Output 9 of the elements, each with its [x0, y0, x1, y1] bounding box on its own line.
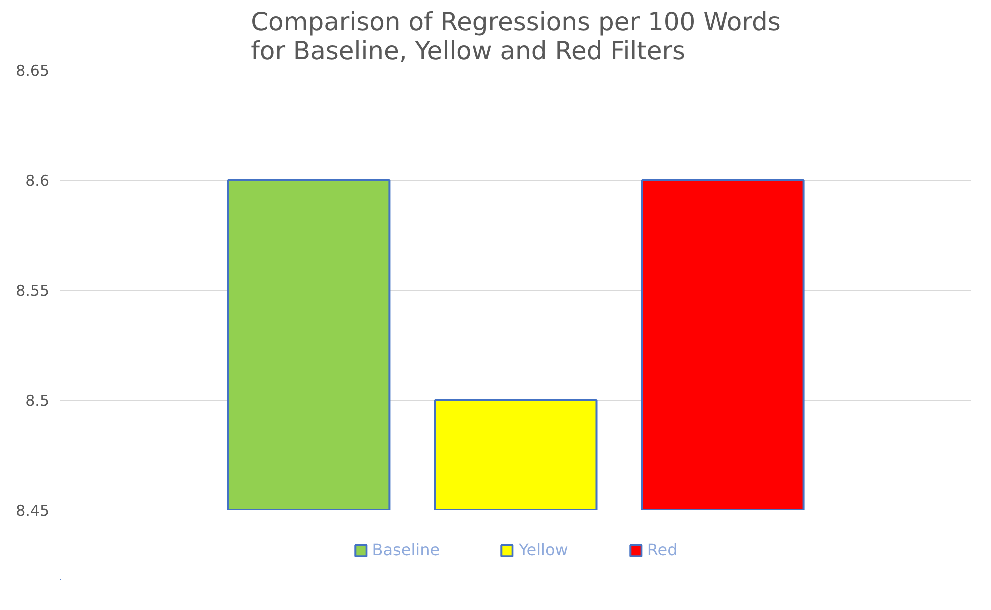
chart-title: Comparison of Regressions per 100 Words for Baseline, Yellow and Red Filters — [251, 8, 781, 66]
legend-label: Yellow — [519, 540, 568, 560]
y-tick-label: 8.6 — [26, 172, 50, 190]
legend-label: Red — [647, 540, 678, 560]
legend-label: Baseline — [372, 540, 440, 560]
y-tick-label: 8.45 — [16, 502, 50, 520]
y-tick-label: 8.55 — [16, 282, 50, 300]
y-tick-label: 8.5 — [26, 392, 50, 410]
y-tick-label: 8.65 — [16, 62, 50, 80]
